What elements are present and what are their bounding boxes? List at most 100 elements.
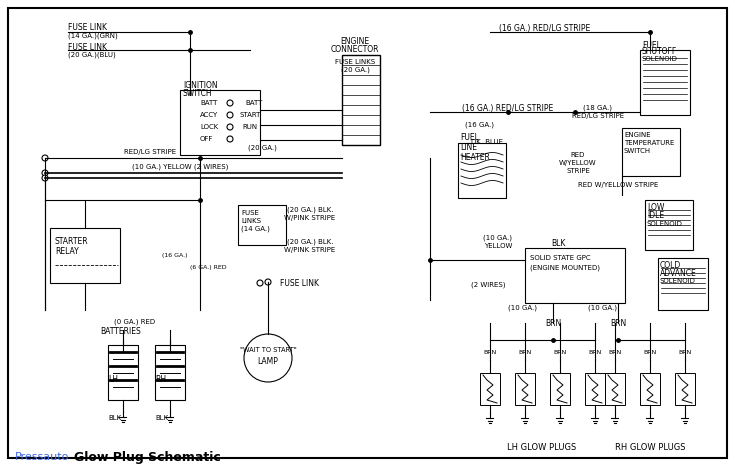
Bar xyxy=(622,128,680,176)
Text: W/YELLOW: W/YELLOW xyxy=(559,160,597,166)
Text: SOLENOID: SOLENOID xyxy=(660,278,696,284)
Text: BATT: BATT xyxy=(200,100,218,106)
Text: (10 GA.): (10 GA.) xyxy=(484,235,512,241)
Text: (20 GA.): (20 GA.) xyxy=(340,67,370,73)
Text: (20 GA.) BLK.: (20 GA.) BLK. xyxy=(287,239,333,245)
Text: BRN: BRN xyxy=(610,319,626,328)
Bar xyxy=(658,258,708,310)
Text: RED W/YELLOW STRIPE: RED W/YELLOW STRIPE xyxy=(578,182,658,188)
Text: ENGINE: ENGINE xyxy=(624,132,650,138)
Text: (10 GA.): (10 GA.) xyxy=(509,305,537,311)
Text: BRN: BRN xyxy=(518,350,531,354)
Text: SWITCH: SWITCH xyxy=(624,148,651,154)
Text: RED/LG STRIPE: RED/LG STRIPE xyxy=(124,149,176,155)
Text: HEATER: HEATER xyxy=(460,154,490,162)
Text: FUEL: FUEL xyxy=(642,41,661,50)
Circle shape xyxy=(42,155,48,161)
Text: TEMPERATURE: TEMPERATURE xyxy=(624,140,675,146)
Text: Pressauto: Pressauto xyxy=(15,452,69,462)
Text: IGNITION: IGNITION xyxy=(183,80,218,89)
Text: SWITCH: SWITCH xyxy=(183,88,212,97)
Text: BLK: BLK xyxy=(551,239,565,248)
Bar xyxy=(640,373,660,405)
Text: LOCK: LOCK xyxy=(200,124,218,130)
Text: ADVANCE: ADVANCE xyxy=(660,269,697,278)
Text: (16 GA.) RED/LG STRIPE: (16 GA.) RED/LG STRIPE xyxy=(462,103,553,112)
Text: (2 WIRES): (2 WIRES) xyxy=(470,282,505,288)
Text: SOLID STATE GPC: SOLID STATE GPC xyxy=(530,255,591,261)
Text: BRN: BRN xyxy=(609,350,622,354)
Text: (20 GA.) BLK.: (20 GA.) BLK. xyxy=(287,207,333,213)
Circle shape xyxy=(265,279,271,285)
Bar xyxy=(675,373,695,405)
Text: (10 GA.): (10 GA.) xyxy=(589,305,617,311)
Text: W/PINK STRIPE: W/PINK STRIPE xyxy=(284,215,336,221)
Text: (16 GA.): (16 GA.) xyxy=(465,122,495,128)
Circle shape xyxy=(227,112,233,118)
Text: BRN: BRN xyxy=(643,350,656,354)
Text: LAMP: LAMP xyxy=(257,358,279,366)
Text: W/PINK STRIPE: W/PINK STRIPE xyxy=(284,247,336,253)
Text: OFF: OFF xyxy=(200,136,213,142)
Text: LINKS: LINKS xyxy=(241,218,261,224)
Text: LH GLOW PLUGS: LH GLOW PLUGS xyxy=(507,444,577,453)
Text: BRN: BRN xyxy=(484,350,497,354)
Text: SOLENOID: SOLENOID xyxy=(642,56,678,62)
Bar xyxy=(605,373,625,405)
Bar xyxy=(480,373,500,405)
Text: BRN: BRN xyxy=(589,350,602,354)
Text: (16 GA.) RED/LG STRIPE: (16 GA.) RED/LG STRIPE xyxy=(499,23,591,32)
Text: RELAY: RELAY xyxy=(55,248,79,256)
Text: RH GLOW PLUGS: RH GLOW PLUGS xyxy=(614,444,685,453)
Text: RUN: RUN xyxy=(242,124,257,130)
Text: RH: RH xyxy=(155,375,166,385)
Text: LOW: LOW xyxy=(647,204,664,212)
Text: LINE: LINE xyxy=(460,144,477,153)
Text: (ENGINE MOUNTED): (ENGINE MOUNTED) xyxy=(530,265,600,271)
Bar xyxy=(238,205,286,245)
Bar xyxy=(515,373,535,405)
Circle shape xyxy=(42,170,48,176)
Text: (20 GA.): (20 GA.) xyxy=(248,145,277,151)
Text: (18 GA.): (18 GA.) xyxy=(584,105,612,111)
Text: BRN: BRN xyxy=(678,350,692,354)
Text: YELLOW: YELLOW xyxy=(484,243,512,249)
Text: FUEL: FUEL xyxy=(460,133,479,142)
Text: (10 GA.) YELLOW (2 WIRES): (10 GA.) YELLOW (2 WIRES) xyxy=(132,164,228,170)
Text: SHUTOFF: SHUTOFF xyxy=(642,47,677,57)
Bar xyxy=(458,143,506,198)
Bar xyxy=(155,345,185,400)
Text: FUSE LINK: FUSE LINK xyxy=(281,278,320,287)
Text: (0 GA.) RED: (0 GA.) RED xyxy=(115,319,156,325)
Circle shape xyxy=(42,175,48,181)
Text: FUSE: FUSE xyxy=(241,210,259,216)
Text: Glow Plug Schematic: Glow Plug Schematic xyxy=(74,451,220,463)
Text: RED: RED xyxy=(571,152,585,158)
Text: FUSE LINK: FUSE LINK xyxy=(68,23,107,32)
Circle shape xyxy=(227,124,233,130)
Text: CONNECTOR: CONNECTOR xyxy=(331,45,379,54)
Text: BATT: BATT xyxy=(245,100,262,106)
Text: SOLENOID: SOLENOID xyxy=(647,221,683,227)
Bar xyxy=(108,345,138,400)
Bar xyxy=(550,373,570,405)
Text: (20 GA.)(BLU): (20 GA.)(BLU) xyxy=(68,52,115,58)
Bar xyxy=(342,55,380,145)
Text: START: START xyxy=(240,112,262,118)
Text: STRIPE: STRIPE xyxy=(566,168,590,174)
Text: COLD: COLD xyxy=(660,261,681,270)
Bar xyxy=(180,90,260,155)
Bar xyxy=(50,228,120,283)
Text: BRN: BRN xyxy=(553,350,567,354)
Text: ENGINE: ENGINE xyxy=(340,37,370,46)
Text: BATTERIES: BATTERIES xyxy=(100,328,140,336)
Text: (14 GA.): (14 GA.) xyxy=(241,226,270,232)
Circle shape xyxy=(257,280,263,286)
Text: RED/LG STRIPE: RED/LG STRIPE xyxy=(572,113,624,119)
Circle shape xyxy=(227,136,233,142)
Text: (14 GA.)(GRN): (14 GA.)(GRN) xyxy=(68,33,118,39)
Text: FUSE LINK: FUSE LINK xyxy=(68,43,107,51)
Text: BLK: BLK xyxy=(109,415,121,421)
Bar xyxy=(585,373,605,405)
Text: FUSE LINKS: FUSE LINKS xyxy=(335,59,375,65)
